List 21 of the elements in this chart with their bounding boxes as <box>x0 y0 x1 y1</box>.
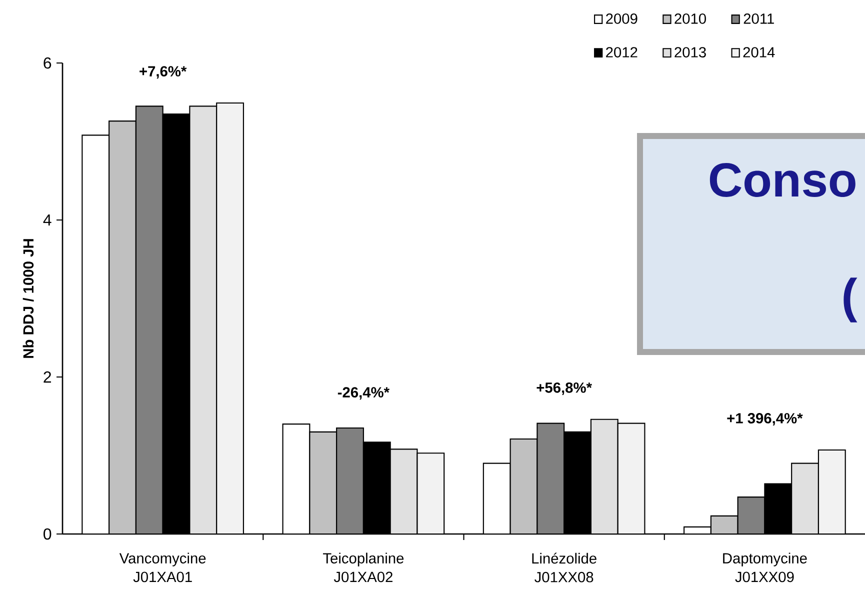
annotation: +7,6%* <box>140 66 187 79</box>
y-tick-label: 2 <box>44 371 51 383</box>
x-tick-label: Teicoplanine J01XA02 <box>323 552 404 582</box>
x-tick-label: Linézolide J01XX08 <box>532 552 596 582</box>
legend-label: 2009 <box>606 14 638 24</box>
legend-label: 2010 <box>674 14 706 24</box>
x-tick-label: Vancomycine J01XA01 <box>119 552 206 582</box>
x-tick-label: Daptomycine J01XX09 <box>723 552 807 582</box>
annotation: ( <box>844 278 858 322</box>
legend-label: 2011 <box>744 14 774 24</box>
annotation: -26,4%* <box>338 387 390 400</box>
legend-label: 2014 <box>743 47 775 58</box>
y-tick-label: 4 <box>43 214 52 226</box>
legend-label: 2012 <box>606 47 638 58</box>
annotation: +1 396,4%* <box>727 413 803 426</box>
annotation: +56,8%* <box>536 382 592 395</box>
legend-label: 2013 <box>674 47 706 58</box>
y-axis-title: Nb DDJ / 1000 JH <box>22 239 34 358</box>
y-tick-label: 6 <box>44 57 52 69</box>
annotation: Conso <box>710 163 856 197</box>
y-tick-label: 0 <box>44 528 52 540</box>
